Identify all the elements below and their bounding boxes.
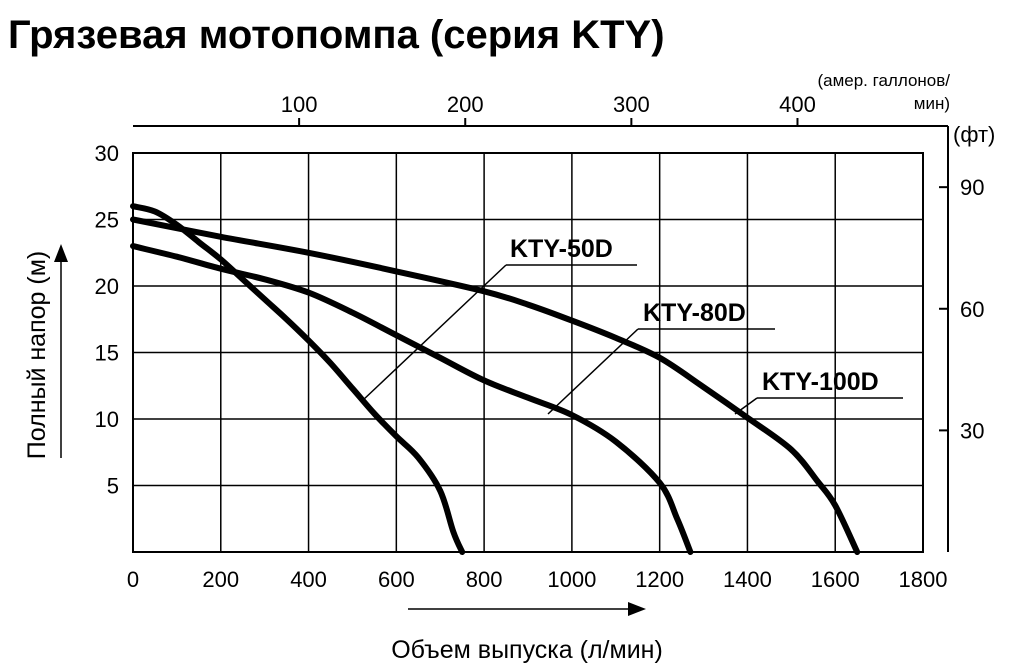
y-tick-label: 30 [95,141,119,166]
series-label-kty-100d: KTY-100D [762,368,879,396]
series-line-kty-80d [130,243,694,555]
curves [130,203,861,555]
series-label-kty-50d: KTY-50D [510,235,613,263]
x-tick-label: 1400 [723,567,772,592]
y-tick-label: 25 [95,208,119,233]
y-axis-label: Полный напор (м) [23,251,51,459]
top-axis-tick-label: 400 [779,92,816,117]
right-axis-unit: (фт) [953,122,995,147]
x-tick-label: 1600 [811,567,860,592]
x-tick-label: 200 [202,567,239,592]
series-label-leader-kty-100d [734,397,758,415]
y-tick-label: 20 [95,274,119,299]
grid [132,152,924,553]
right-axis-tick-label: 30 [960,418,984,443]
y-tick-label: 15 [95,341,119,366]
series-line-kty-50d [130,203,466,555]
top-axis-tick-label: 100 [281,92,318,117]
chart-title: Грязевая мотопомпа (серия KTY) [8,13,665,57]
x-tick-label: 1800 [899,567,948,592]
axes: 0 200 400 600 800 1000 1200 1400 1600 1800 5 10 15 20… [23,71,995,664]
series-label-leader-kty-50d [361,264,507,402]
x-tick-label: 800 [466,567,503,592]
series-label-kty-80d: KTY-80D [643,299,746,327]
x-tick-label: 400 [290,567,327,592]
y-axis-arrow-head [54,244,68,262]
y-tick-label: 5 [107,474,119,499]
top-axis-tick-label: 200 [447,92,484,117]
x-tick-label: 1000 [547,567,596,592]
top-axis-unit-line1: (амер. галлонов/ [817,71,950,90]
y-tick-label: 10 [95,407,119,432]
right-axis-tick-label: 60 [960,297,984,322]
x-axis-label: Объем выпуска (л/мин) [391,636,663,664]
plot-frame [132,152,924,553]
x-tick-label: 1200 [635,567,684,592]
series-label-leader-kty-80d [547,328,639,415]
x-tick-label: 0 [127,567,139,592]
series-line-kty-100d [130,216,861,555]
series-labels: KTY-50D KTY-80D KTY-100D [361,235,903,415]
top-axis-unit-line2: мин) [914,94,950,113]
top-axis-tick-label: 300 [613,92,650,117]
right-axis-tick-label: 90 [960,175,984,200]
x-tick-label: 600 [378,567,415,592]
x-axis-arrow-head [628,602,646,616]
